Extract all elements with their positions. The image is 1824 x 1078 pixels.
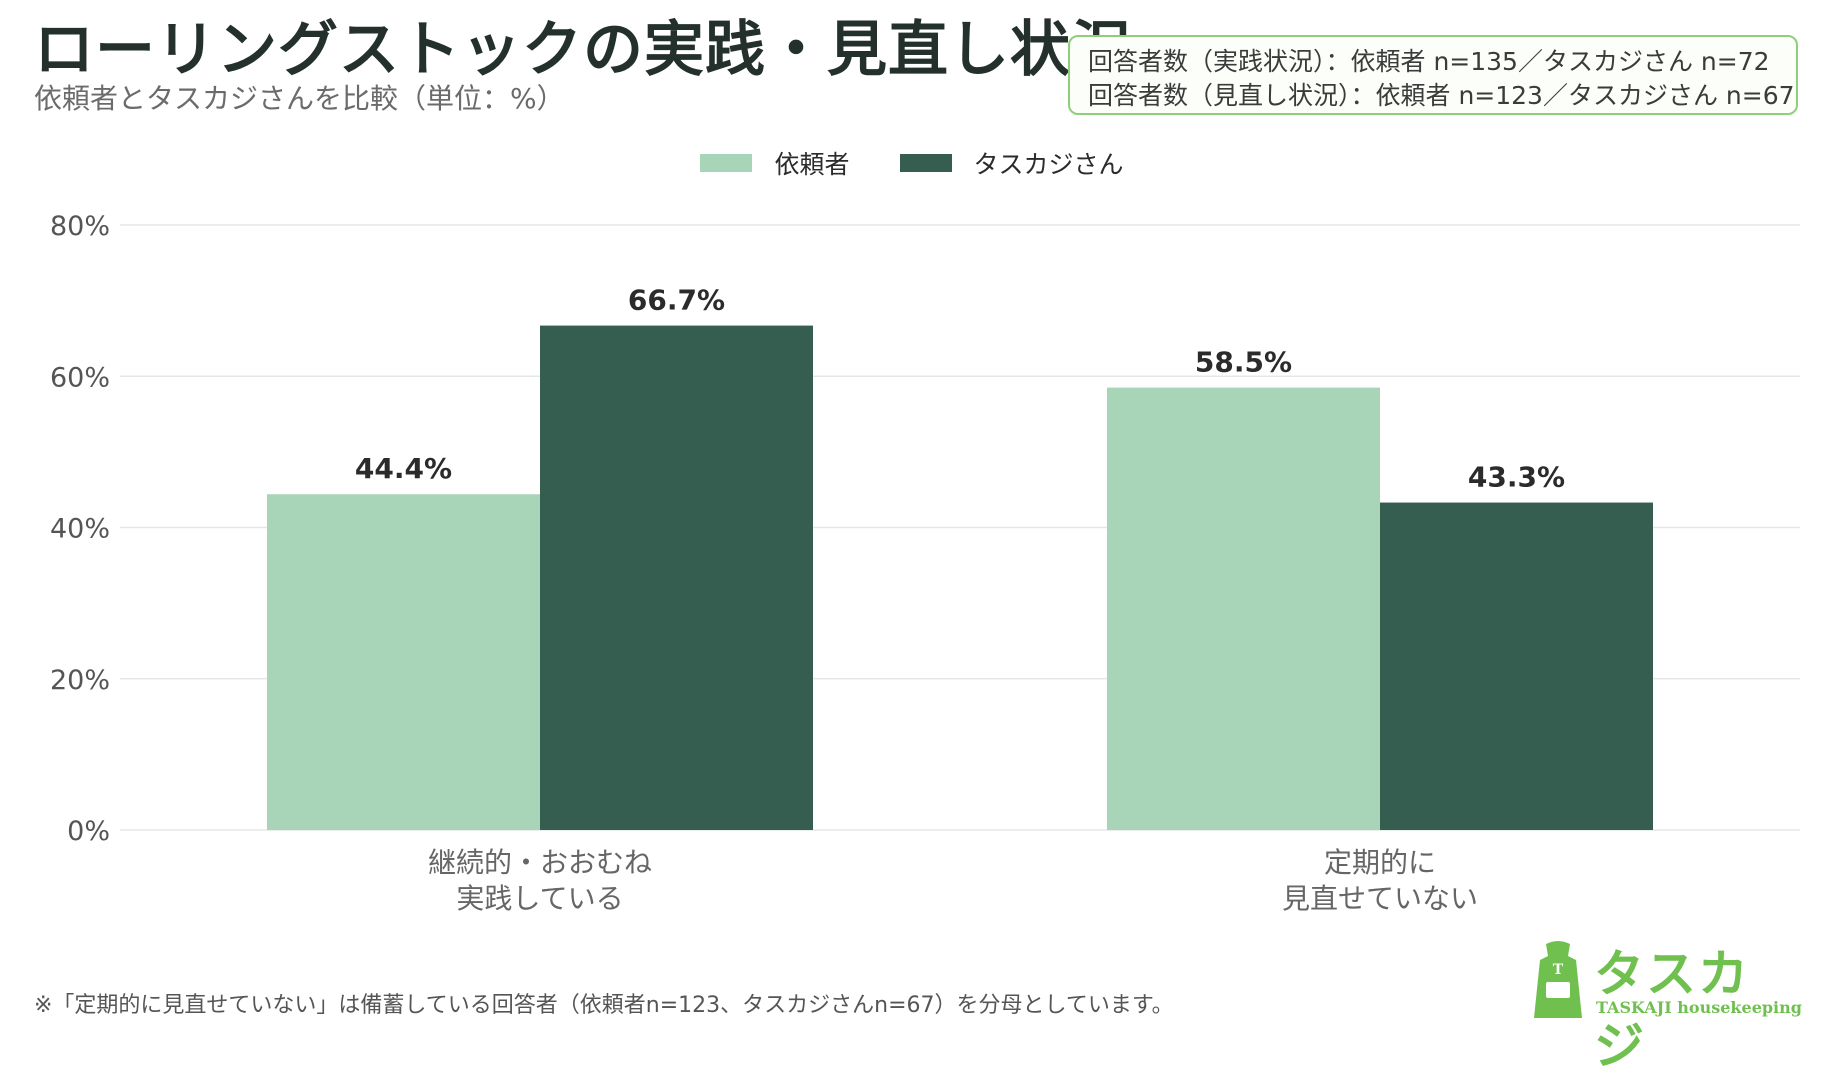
- data-label: 66.7%: [628, 284, 725, 317]
- footnote: ※「定期的に見直せていない」は備蓄している回答者（依頼者n=123、タスカジさん…: [34, 993, 1174, 1018]
- legend-label-requester: 依頼者: [774, 150, 850, 179]
- chart-legend: 依頼者 タスカジさん: [0, 145, 1824, 181]
- y-tick-label: 80%: [50, 211, 110, 242]
- bar: [1107, 387, 1380, 830]
- data-label: 44.4%: [355, 452, 452, 485]
- x-category-label: 定期的に: [1324, 846, 1436, 879]
- x-category-label: 見直せていない: [1282, 882, 1478, 915]
- sample-size-box: 回答者数（実践状況）：依頼者 n=135／タスカジさん n=72 回答者数（見直…: [1068, 35, 1798, 115]
- legend-swatch-taskaji: [899, 154, 952, 172]
- legend-swatch-requester: [700, 154, 753, 172]
- page-title: ローリングストックの実践・見直し状況: [34, 15, 1132, 85]
- svg-text:T: T: [1553, 962, 1564, 978]
- bar: [540, 325, 813, 830]
- apron-logo-icon: T: [1534, 941, 1582, 1018]
- legend-item-taskaji: タスカジさん: [899, 145, 1124, 181]
- legend-label-taskaji: タスカジさん: [973, 150, 1124, 179]
- data-label: 58.5%: [1195, 346, 1292, 379]
- bar: [1380, 502, 1653, 830]
- taskaji-logo: T タスカジ TASKAJI housekeeping: [1532, 940, 1802, 1075]
- y-tick-label: 40%: [50, 514, 110, 545]
- x-category-label: 実践している: [456, 882, 623, 915]
- sample-size-line-review: 回答者数（見直し状況）：依頼者 n=123／タスカジさん n=67: [1088, 81, 1795, 110]
- legend-item-requester: 依頼者: [700, 145, 850, 181]
- data-label: 43.3%: [1468, 461, 1565, 494]
- y-tick-label: 0%: [67, 816, 110, 847]
- y-tick-label: 60%: [50, 362, 110, 393]
- sample-size-line-practice: 回答者数（実践状況）：依頼者 n=135／タスカジさん n=72: [1088, 47, 1770, 76]
- logo-subtext: TASKAJI housekeeping: [1596, 998, 1802, 1017]
- x-category-label: 継続的・おおむね: [428, 846, 652, 879]
- y-tick-label: 20%: [50, 665, 110, 696]
- bar: [267, 494, 540, 830]
- page-subtitle: 依頼者とタスカジさんを比較（単位：%）: [34, 82, 565, 115]
